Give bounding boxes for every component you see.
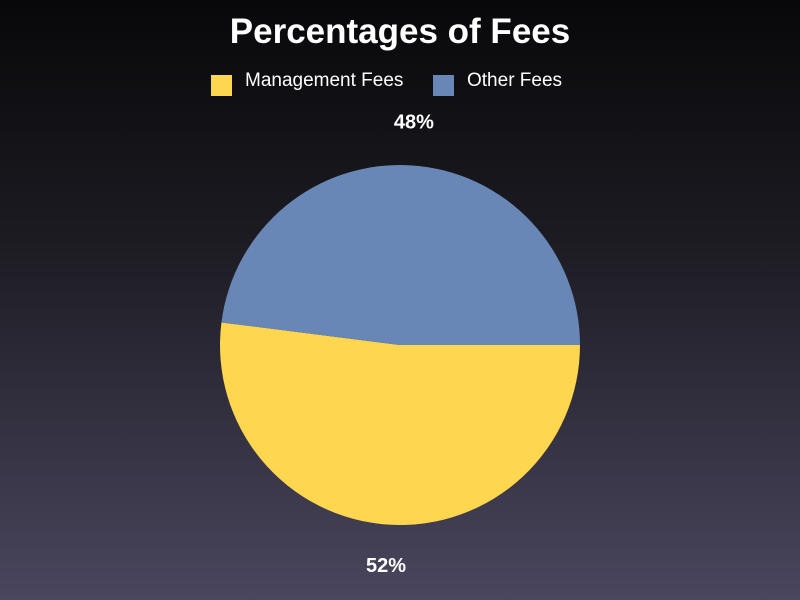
pie-label-management-fees: 52%	[366, 555, 406, 577]
legend-label-other-fees: Other Fees	[467, 70, 563, 91]
pie-label-other-fees: 48%	[394, 112, 434, 134]
legend-label-management-fees: Management Fees	[245, 70, 404, 91]
legend-swatch-management-fees	[211, 75, 232, 96]
pie-slice-management-fees	[220, 322, 580, 525]
chart-title: Percentages of Fees	[229, 12, 571, 51]
pie-slice-other-fees	[221, 164, 580, 345]
legend-swatch-other-fees	[433, 75, 454, 96]
chart-legend: Management Fees Other Fees	[0, 70, 800, 100]
